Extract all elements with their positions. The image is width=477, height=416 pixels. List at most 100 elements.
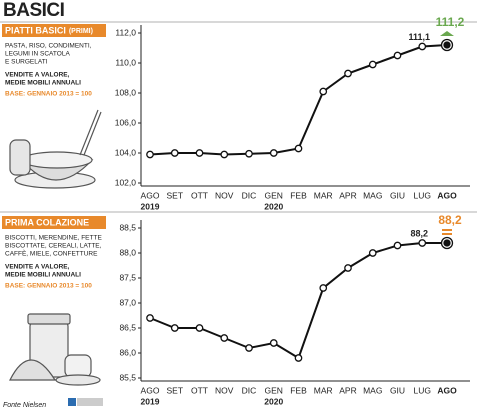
x-year-label: 2020 <box>264 396 283 406</box>
value-label: 88,2 <box>410 228 428 238</box>
highlight-label: 88,2 <box>438 213 462 227</box>
panel-description: BISCOTTI, MERENDINE, FETTE <box>5 235 102 242</box>
y-tick-label: 104,0 <box>115 147 137 157</box>
pasta-illustration <box>9 109 102 189</box>
panel-header <box>2 216 106 229</box>
marker <box>319 284 328 292</box>
marker <box>393 51 402 60</box>
marker <box>170 324 179 332</box>
marker <box>245 344 253 352</box>
logo-text-box <box>77 398 103 406</box>
x-tick-label: SET <box>166 385 183 395</box>
x-tick-label: GEN <box>265 190 283 200</box>
x-tick-label: OTT <box>191 190 208 200</box>
marker <box>418 239 427 247</box>
panel-header <box>2 24 106 37</box>
marker <box>344 264 352 272</box>
x-tick-label: MAG <box>363 190 382 200</box>
source: Fonte Nielsen <box>3 402 46 409</box>
x-year-label: 2020 <box>264 201 283 211</box>
y-tick-label: 106,0 <box>115 117 137 127</box>
marker <box>146 314 154 322</box>
marker <box>368 249 377 257</box>
x-year-label: 2019 <box>141 396 160 406</box>
x-tick-label: AGO <box>141 190 160 200</box>
x-tick-label: AGO <box>437 385 457 395</box>
marker <box>443 41 451 49</box>
x-tick-label: GIU <box>390 385 405 395</box>
y-tick-label: 85,5 <box>119 372 136 382</box>
panel-measure: VENDITE A VALORE, <box>5 72 70 79</box>
marker <box>195 149 204 157</box>
y-tick-label: 108,0 <box>115 87 137 97</box>
marker <box>393 241 402 250</box>
logo <box>68 398 76 406</box>
y-tick-label: 88,0 <box>119 247 136 257</box>
y-tick-label: 86,0 <box>119 347 136 357</box>
highlight-label: 111,2 <box>436 15 465 29</box>
marker <box>368 60 377 69</box>
marker <box>443 239 451 247</box>
x-tick-label: APR <box>339 385 356 395</box>
panel-measure: MEDIE MOBILI ANNUALI <box>5 80 81 87</box>
x-tick-label: MAR <box>314 190 333 200</box>
x-year-label: 2019 <box>141 201 160 211</box>
x-tick-label: NOV <box>215 190 234 200</box>
panel-title-note: (PRIMI) <box>69 28 93 35</box>
trend-equal <box>442 229 452 231</box>
marker <box>344 69 352 78</box>
x-tick-label: NOV <box>215 385 234 395</box>
marker <box>170 149 179 157</box>
marker <box>146 150 154 159</box>
data-line <box>149 44 448 156</box>
x-tick-label: APR <box>339 190 356 200</box>
panel-measure: MEDIE MOBILI ANNUALI <box>5 272 81 279</box>
y-tick-label: 110,0 <box>115 57 136 67</box>
x-tick-label: LUG <box>414 385 431 395</box>
value-label: 111,1 <box>408 32 430 42</box>
panel-description: E SURGELATI <box>5 59 48 66</box>
y-tick-label: 86,5 <box>119 322 136 332</box>
panel-description: LEGUMI IN SCATOLA <box>5 51 70 58</box>
marker <box>294 354 303 362</box>
marker <box>418 42 427 51</box>
y-tick-label: 88,5 <box>119 222 136 232</box>
y-tick-label: 102,0 <box>115 177 137 187</box>
marker <box>319 87 328 96</box>
x-tick-label: FEB <box>290 385 307 395</box>
panel-description: BISCOTTATE, CEREALI, LATTE, <box>5 243 102 250</box>
marker <box>195 324 204 332</box>
x-tick-label: DIC <box>242 385 257 395</box>
x-tick-label: AGO <box>437 190 457 200</box>
x-tick-label: SET <box>166 190 183 200</box>
data-line <box>149 242 447 360</box>
y-tick-label: 112,0 <box>115 27 136 37</box>
y-tick-label: 87,5 <box>119 272 136 282</box>
x-tick-label: LUG <box>414 190 431 200</box>
panel-base: BASE: GENNAIO 2013 = 100 <box>5 283 92 290</box>
x-tick-label: GIU <box>390 190 405 200</box>
y-tick-label: 87,0 <box>119 297 136 307</box>
marker <box>269 339 278 347</box>
panel-base: BASE: GENNAIO 2013 = 100 <box>5 91 92 98</box>
x-tick-label: GEN <box>265 385 283 395</box>
x-tick-label: FEB <box>290 190 307 200</box>
marker <box>245 149 253 158</box>
page-title: BASICI <box>3 0 65 21</box>
x-tick-label: OTT <box>191 385 208 395</box>
x-tick-label: MAR <box>314 385 333 395</box>
panel-measure: VENDITE A VALORE, <box>5 264 70 271</box>
breakfast-illustration <box>9 313 101 386</box>
x-tick-label: AGO <box>141 385 160 395</box>
panel-title: PRIMA COLAZIONE <box>5 217 89 227</box>
marker <box>294 144 303 153</box>
panel-description: CAFFÈ, MIELE, CONFETTURE <box>5 249 98 258</box>
x-tick-label: DIC <box>242 190 257 200</box>
marker <box>220 150 229 159</box>
x-tick-label: MAG <box>363 385 382 395</box>
trend-equal <box>442 233 452 235</box>
marker <box>220 334 229 342</box>
panel-description: PASTA, RISO, CONDIMENTI, <box>5 43 92 50</box>
panel-title: PIATTI BASICI (PRIMI) <box>5 25 93 35</box>
